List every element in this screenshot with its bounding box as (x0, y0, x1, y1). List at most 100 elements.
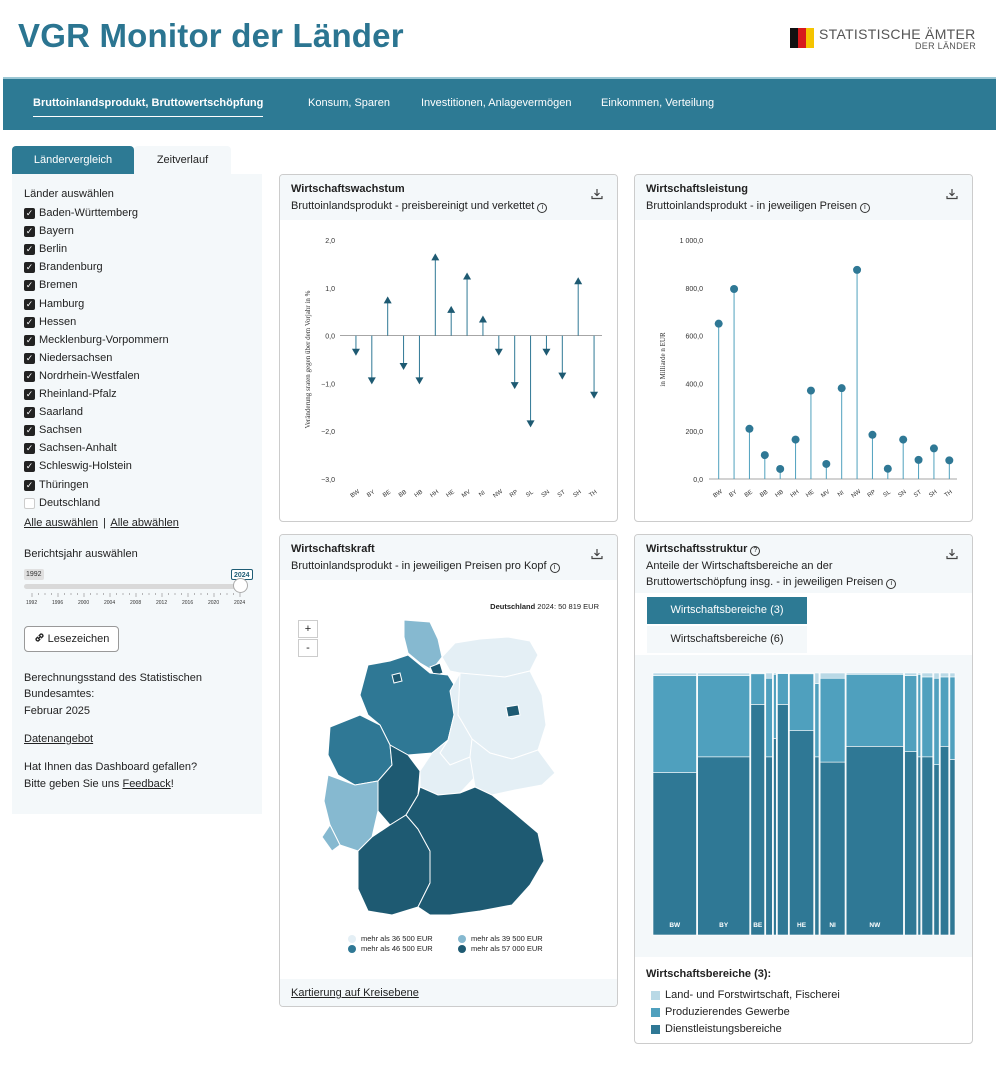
checkbox-checked-icon[interactable]: ✓ (24, 370, 35, 382)
slider-handle[interactable] (233, 578, 248, 593)
download-icon[interactable] (945, 547, 959, 561)
tab-laendervergleich[interactable]: Ländervergleich (12, 146, 134, 174)
checkbox-checked-icon[interactable]: ✓ (24, 443, 35, 455)
x-tick-label: BY (366, 489, 376, 499)
nav-item-investitionen[interactable]: Investitionen, Anlagevermögen (421, 97, 572, 109)
gdp-lollipop-chart: 1 000,0 800,0 600,0 400,0 200,0 0,0 in Milliar… (659, 238, 957, 500)
bookmark-button[interactable]: Lesezeichen (24, 626, 119, 652)
x-tick-label: BB (398, 489, 408, 499)
info-icon[interactable]: i (549, 563, 560, 573)
y-tick-label: 200,0 (685, 429, 703, 436)
checkbox-checked-icon[interactable]: ✓ (24, 298, 35, 310)
slider-track[interactable] (24, 584, 242, 589)
nav-item-konsum[interactable]: Konsum, Sparen (308, 97, 390, 109)
mekko-segment-BE-2 (750, 672, 765, 675)
y-tick-label: 1,0 (325, 286, 335, 293)
select-all-link[interactable]: Alle auswählen (24, 517, 98, 529)
mekko-segment-HE-1 (789, 673, 814, 731)
checkbox-checked-icon[interactable]: ✓ (24, 226, 35, 238)
deselect-all-link[interactable]: Alle abwählen (110, 517, 179, 529)
gdp-point-NI (837, 384, 846, 393)
seg-wirtschaftsbereiche-3[interactable]: Wirtschaftsbereiche (3) (647, 597, 807, 624)
y-tick-label: 1 000,0 (680, 238, 703, 245)
checkbox-checked-icon[interactable]: ✓ (24, 389, 35, 400)
download-icon[interactable] (590, 187, 604, 201)
checkbox-empty-icon[interactable] (24, 497, 35, 509)
panel-title: Wirtschaftskraft (291, 543, 375, 555)
mekko-segment-RP-2 (904, 672, 918, 676)
mekko-label: NW (869, 922, 881, 929)
gdp-point-BW (714, 319, 723, 328)
gdp-point-SL (883, 464, 892, 473)
mekko-segment-SN-2 (921, 672, 934, 678)
checkbox-checked-icon[interactable]: ✓ (24, 316, 35, 328)
checkbox-checked-icon[interactable]: ✓ (24, 461, 35, 473)
x-tick-label: SL (883, 489, 893, 499)
mekko-segment-SN-1 (921, 676, 934, 758)
legend-swatch (458, 935, 466, 943)
download-icon[interactable] (945, 187, 959, 201)
mekko-segment-HH-0 (777, 704, 789, 936)
zoom-in-button[interactable]: + (298, 620, 318, 638)
select-separator: | (103, 517, 106, 529)
feedback-link[interactable]: Feedback (122, 778, 171, 790)
zoom-out-button[interactable]: - (298, 639, 318, 657)
checkbox-checked-icon[interactable]: ✓ (24, 208, 35, 219)
mekko-label: BW (669, 922, 681, 929)
panel-subtitle-2-text: Bruttowertschöpfung insg. - in jeweilige… (646, 576, 884, 588)
gdp-point-ST (914, 455, 923, 464)
laender-label: Länder auswählen (24, 188, 114, 200)
nav-item-einkommen[interactable]: Einkommen, Verteilung (601, 97, 715, 109)
help-icon[interactable]: ? (750, 546, 761, 556)
info-icon[interactable]: i (537, 203, 548, 213)
x-tick-label: RP (867, 489, 877, 499)
slider-tick-label: 2004 (104, 600, 116, 606)
mekko-segment-TH-2 (949, 672, 956, 678)
panel-subtitle-text: Bruttoinlandsprodukt - preisbereinigt un… (291, 200, 535, 212)
y-tick-label: −2,0 (321, 429, 335, 436)
tab-zeitverlauf[interactable]: Zeitverlauf (134, 146, 231, 174)
gdp-point-MV (822, 459, 831, 468)
checkbox-checked-icon[interactable]: ✓ (24, 479, 35, 491)
download-icon[interactable] (590, 547, 604, 561)
gdp-point-HB (776, 464, 785, 473)
checkbox-checked-icon[interactable]: ✓ (24, 280, 35, 292)
mekko-segment-BY-1 (697, 675, 750, 758)
seg-wirtschaftsbereiche-6[interactable]: Wirtschaftsbereiche (6) (647, 626, 807, 653)
link-icon (34, 628, 45, 642)
checkbox-checked-icon[interactable]: ✓ (24, 262, 35, 274)
checkbox-checked-icon[interactable]: ✓ (24, 352, 35, 364)
legend-label: mehr als 46 500 EUR (361, 944, 433, 953)
germany-map[interactable] (280, 615, 618, 945)
datenangebot-link[interactable]: Datenangebot (24, 733, 94, 745)
gdp-point-BY (730, 284, 739, 293)
slider-tick-label: 2016 (182, 600, 194, 606)
checkbox-checked-icon[interactable]: ✓ (24, 244, 35, 256)
panel-header: Wirtschaftswachstum Bruttoinlandsprodukt… (280, 175, 617, 220)
x-tick-label: TH (944, 489, 954, 499)
panel-title-wrap: Wirtschaftsstruktur? (646, 543, 761, 556)
year-slider[interactable]: 1992 2024 1992 1996 2000 2004 2008 2012 2016 20… (24, 569, 253, 609)
legend-swatch (651, 1008, 660, 1017)
x-tick-label: MV (461, 489, 472, 499)
growth-arrow-SL (526, 420, 535, 428)
growth-arrow-NI (478, 315, 487, 323)
info-icon[interactable]: i (859, 203, 870, 213)
select-links: Alle auswählen | Alle abwählen (24, 517, 179, 529)
checkbox-checked-icon[interactable]: ✓ (24, 407, 35, 419)
legend-title: Wirtschaftsbereiche (3): (646, 968, 772, 980)
legend-swatch (458, 945, 466, 953)
x-tick-label: BW (350, 489, 362, 500)
mekko-segment-SH-2 (940, 672, 950, 678)
y-tick-label: 600,0 (685, 334, 703, 341)
mekko-segment-BW-1 (652, 675, 697, 773)
y-tick-label: 400,0 (685, 381, 703, 388)
checkbox-checked-icon[interactable]: ✓ (24, 425, 35, 437)
map-region-sl (321, 824, 341, 852)
kartierung-link[interactable]: Kartierung auf Kreisebene (291, 987, 419, 999)
checkbox-checked-icon[interactable]: ✓ (24, 334, 35, 346)
statistische-aemter-logo[interactable]: STATISTISCHE ÄMTER DER LÄNDER (788, 26, 988, 52)
info-icon[interactable]: i (886, 579, 897, 589)
nav-item-bip[interactable]: Bruttoinlandsprodukt, Bruttowertschöpfun… (33, 97, 264, 117)
x-tick-label: MV (820, 489, 831, 499)
